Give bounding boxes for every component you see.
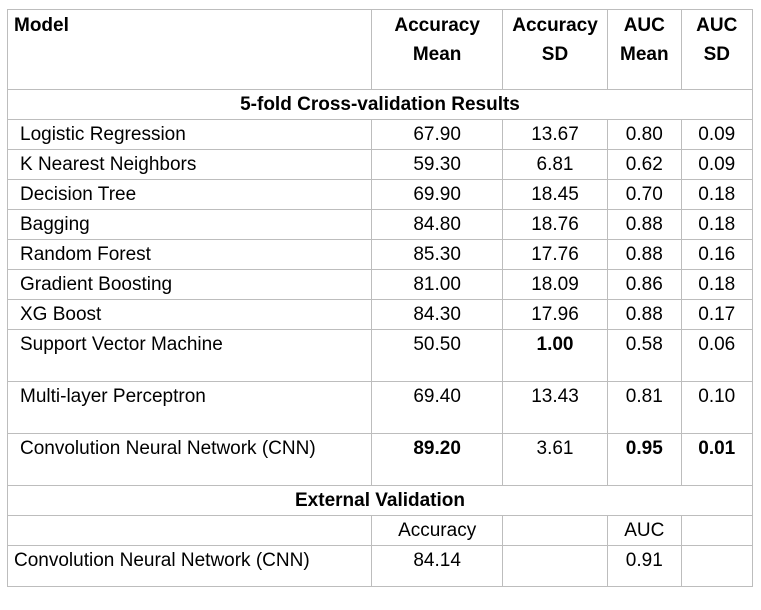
table-row: Decision Tree 69.90 18.45 0.70 0.18 — [6, 179, 754, 210]
auc-sd: 0.09 — [680, 149, 754, 180]
model-name: Decision Tree — [6, 179, 373, 210]
external-auc-label: AUC — [607, 515, 682, 546]
auc-sd: 0.10 — [680, 381, 754, 434]
table-row: Support Vector Machine 50.50 1.00 0.58 0… — [6, 329, 754, 382]
table-row: Bagging 84.80 18.76 0.88 0.18 — [6, 209, 754, 240]
accuracy-mean: 81.00 — [371, 269, 503, 300]
accuracy-sd: 18.76 — [501, 209, 609, 240]
empty-cell — [6, 515, 373, 546]
header-row: Model Accuracy Mean Accuracy SD AUC Mean AU… — [6, 9, 754, 90]
auc-mean: 0.70 — [607, 179, 682, 210]
table-row: Random Forest 85.30 17.76 0.88 0.16 — [6, 239, 754, 270]
accuracy-mean: 84.30 — [371, 299, 503, 330]
accuracy-mean: 69.90 — [371, 179, 503, 210]
accuracy-mean: 89.20 — [371, 433, 503, 486]
auc-mean: 0.88 — [607, 299, 682, 330]
external-accuracy-label: Accuracy — [371, 515, 503, 546]
accuracy-sd: 18.45 — [501, 179, 609, 210]
external-accuracy: 84.14 — [371, 545, 503, 587]
empty-cell — [501, 545, 609, 587]
auc-mean: 0.62 — [607, 149, 682, 180]
auc-mean: 0.58 — [607, 329, 682, 382]
section-title: 5-fold Cross-validation Results — [7, 89, 753, 120]
model-name: Convolution Neural Network (CNN) — [6, 545, 373, 587]
auc-sd: 0.06 — [680, 329, 754, 382]
auc-mean: 0.80 — [607, 119, 682, 150]
auc-sd: 0.16 — [680, 239, 754, 270]
accuracy-sd: 17.76 — [501, 239, 609, 270]
auc-sd: 0.18 — [680, 269, 754, 300]
auc-sd: 0.18 — [680, 179, 754, 210]
accuracy-sd: 1.00 — [501, 329, 609, 382]
table-row: Multi-layer Perceptron 69.40 13.43 0.81 … — [6, 381, 754, 434]
accuracy-sd: 3.61 — [501, 433, 609, 486]
results-table: Model Accuracy Mean Accuracy SD AUC Mean AU… — [6, 9, 754, 587]
model-name: Bagging — [6, 209, 373, 240]
external-label-row: Accuracy AUC — [6, 515, 754, 546]
table-row: Convolution Neural Network (CNN) 84.14 0… — [6, 545, 754, 587]
auc-mean: 0.88 — [607, 239, 682, 270]
header-auc-sd: AUC SD — [680, 9, 754, 90]
model-name: Support Vector Machine — [6, 329, 373, 382]
empty-cell — [501, 515, 609, 546]
accuracy-sd: 13.43 — [501, 381, 609, 434]
accuracy-mean: 84.80 — [371, 209, 503, 240]
auc-mean: 0.86 — [607, 269, 682, 300]
model-name: XG Boost — [6, 299, 373, 330]
empty-cell — [680, 515, 754, 546]
auc-sd: 0.09 — [680, 119, 754, 150]
table-row: K Nearest Neighbors 59.30 6.81 0.62 0.09 — [6, 149, 754, 180]
section-title: External Validation — [7, 485, 753, 516]
empty-cell — [680, 545, 754, 587]
auc-mean: 0.88 — [607, 209, 682, 240]
external-auc: 0.91 — [607, 545, 682, 587]
auc-sd: 0.01 — [680, 433, 754, 486]
auc-sd: 0.17 — [680, 299, 754, 330]
accuracy-mean: 85.30 — [371, 239, 503, 270]
accuracy-mean: 50.50 — [371, 329, 503, 382]
auc-mean: 0.81 — [607, 381, 682, 434]
accuracy-sd: 17.96 — [501, 299, 609, 330]
header-model: Model — [6, 9, 373, 90]
model-name: Random Forest — [6, 239, 373, 270]
table-row: Gradient Boosting 81.00 18.09 0.86 0.18 — [6, 269, 754, 300]
accuracy-mean: 67.90 — [371, 119, 503, 150]
model-name: Logistic Regression — [6, 119, 373, 150]
accuracy-mean: 69.40 — [371, 381, 503, 434]
accuracy-sd: 13.67 — [501, 119, 609, 150]
section-header-external: External Validation — [7, 485, 753, 516]
accuracy-sd: 6.81 — [501, 149, 609, 180]
model-name: K Nearest Neighbors — [6, 149, 373, 180]
auc-mean: 0.95 — [607, 433, 682, 486]
model-name: Convolution Neural Network (CNN) — [6, 433, 373, 486]
header-accuracy-sd: Accuracy SD — [501, 9, 609, 90]
accuracy-sd: 18.09 — [501, 269, 609, 300]
accuracy-mean: 59.30 — [371, 149, 503, 180]
model-name: Multi-layer Perceptron — [6, 381, 373, 434]
table-row: Convolution Neural Network (CNN) 89.20 3… — [6, 433, 754, 486]
table-row: Logistic Regression 67.90 13.67 0.80 0.0… — [6, 119, 754, 150]
model-name: Gradient Boosting — [6, 269, 373, 300]
table-row: XG Boost 84.30 17.96 0.88 0.17 — [6, 299, 754, 330]
header-auc-mean: AUC Mean — [607, 9, 682, 90]
section-header-cv: 5-fold Cross-validation Results — [7, 89, 753, 120]
header-accuracy-mean: Accuracy Mean — [371, 9, 503, 90]
auc-sd: 0.18 — [680, 209, 754, 240]
